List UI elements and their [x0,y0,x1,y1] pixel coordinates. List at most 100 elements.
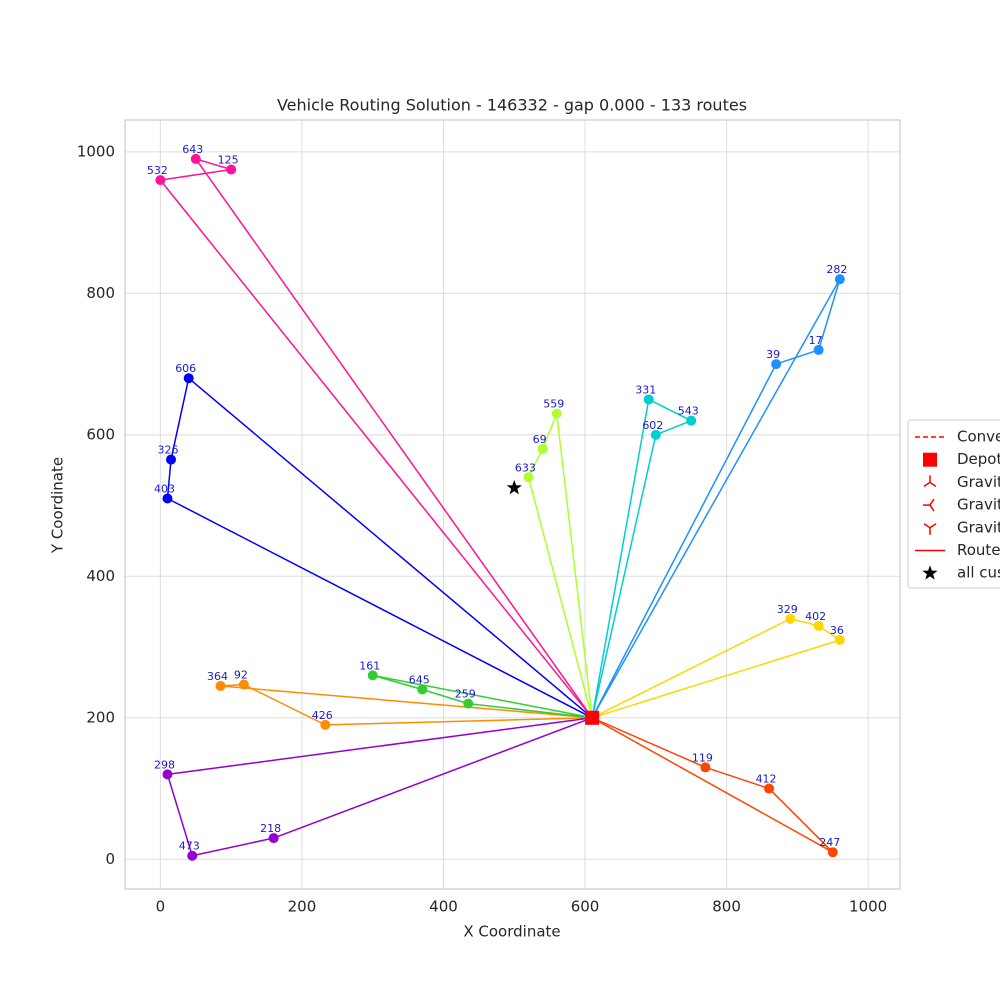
customer-point [162,769,173,780]
customer-point [764,783,775,794]
legend-label: Gravit [957,496,1000,514]
route-leg [195,158,593,719]
customer-point [166,454,177,465]
customer-point [190,153,201,164]
route-leg [167,497,593,719]
node-label: 331 [635,383,656,396]
node-label: 633 [515,461,536,474]
node-label: 259 [455,688,476,701]
customer-point [551,408,562,419]
node-label: 643 [182,143,203,156]
customer-point [686,415,697,426]
customer-point [537,443,548,454]
route-leg [372,674,593,719]
axes-frame [124,119,901,890]
customer-point [523,472,534,483]
centroid-star [506,479,522,495]
customer-point [238,679,249,690]
route-leg [527,477,593,718]
customer-point [834,274,845,285]
node-label: 218 [260,822,281,835]
legend-marker [922,565,938,580]
legend-marker [923,475,937,488]
legend-marker-stroke [929,498,935,506]
node-label: 426 [312,709,333,722]
node-label: 247 [819,836,840,849]
customer-point [785,613,796,624]
node-label: 119 [692,751,713,764]
customer-point [215,680,226,691]
node-label: 329 [777,603,798,616]
node-label: 602 [642,419,663,432]
node-label: 125 [218,154,239,167]
route-leg [555,413,593,718]
customer-point [813,620,824,631]
node-label: 606 [175,362,196,375]
node-label: 402 [805,610,826,623]
depot [585,710,600,725]
node-label: 645 [409,673,430,686]
legend-label: Gravit [957,473,1000,491]
y-tick-label: 0 [105,850,115,868]
node-label: 39 [766,348,780,361]
x-tick-label: 600 [571,898,600,916]
route-leg [273,717,593,839]
legend-label: Route [957,541,1000,559]
node-label: 543 [678,405,699,418]
y-tick-label: 600 [86,425,115,443]
x-tick-label: 800 [712,898,741,916]
route-leg [591,434,657,718]
customer-point [155,175,166,186]
customer-point [187,850,198,861]
x-axis-label: X Coordinate [463,923,560,941]
route-leg [591,278,841,719]
x-tick-label: 0 [156,898,166,916]
y-tick-label: 800 [86,284,115,302]
node-label: 36 [830,624,844,637]
node-label: 473 [179,840,200,853]
legend-marker [923,523,937,535]
node-label: 559 [543,398,564,411]
legend-marker-stroke [929,523,937,529]
route-leg [325,717,593,726]
customer-point [813,344,824,355]
node-label: 282 [826,263,847,276]
route-leg [591,717,834,853]
route-leg [591,618,791,719]
route-leg [159,179,593,719]
legend-marker-stroke [929,504,935,512]
legend-label: Depot [957,450,1000,468]
node-label: 532 [147,164,168,177]
customer-point [320,719,331,730]
legend-label: Conve [957,428,1000,446]
route-leg [591,399,650,718]
customer-point [771,359,782,370]
route-leg [591,639,841,719]
legend-marker-stroke [923,481,931,488]
node-label: 161 [359,659,380,672]
y-tick-label: 1000 [77,142,115,160]
legend: Conve Depot Gravit Gravit Gravit Route all cus [907,419,1000,589]
customer-point [268,833,279,844]
route-leg [468,702,593,719]
x-tick-label: 200 [288,898,317,916]
y-axis-label: Y Coordinate [49,457,67,554]
customer-point [162,493,173,504]
route-leg [167,717,593,776]
customer-point [417,684,428,695]
customer-point [183,373,194,384]
legend-marker-stroke [923,523,931,529]
route-leg [591,363,777,719]
customer-point [643,394,654,405]
customer-point [700,762,711,773]
node-label: 412 [756,773,777,786]
node-label: 364 [207,670,228,683]
chart-title: Vehicle Routing Solution - 146332 - gap … [277,96,747,115]
y-tick-label: 200 [86,708,115,726]
legend-label: Gravit [957,518,1000,536]
route-leg [188,377,593,719]
legend-marker [923,498,935,512]
